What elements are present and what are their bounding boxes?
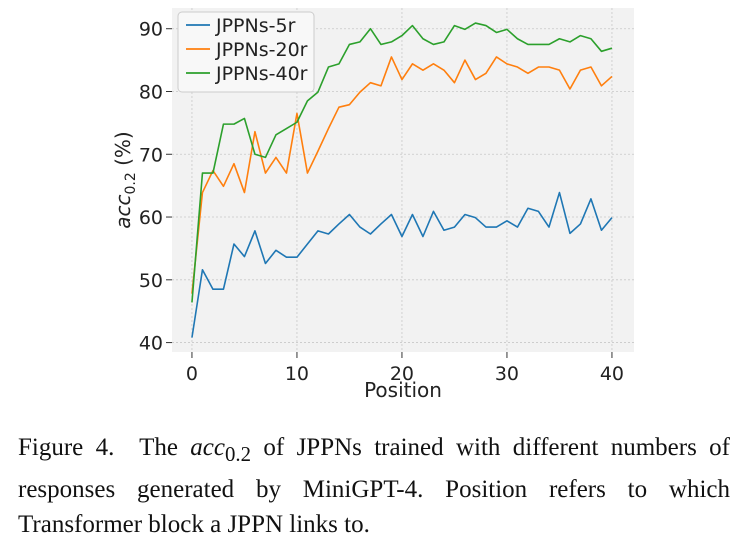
series-line-jppns-5r (191, 191, 613, 338)
caption-metric-subscript: 0.2 (225, 442, 252, 466)
caption-text-post: of JPPNs trained with different numbers … (18, 434, 731, 538)
caption-metric: acc (190, 434, 225, 461)
line-chart: 0 10 20 30 40 40 50 60 70 80 90 Position acc0.2 (%… (111, 8, 634, 402)
series-layer (191, 22, 613, 338)
y-tick-label: 40 (139, 333, 163, 355)
x-tick-label: 10 (285, 363, 309, 385)
x-tick-label: 0 (186, 363, 198, 385)
y-tick-label: 80 (139, 81, 163, 103)
y-tick-label: 90 (139, 19, 163, 41)
y-tick-label: 50 (139, 270, 163, 292)
series-line-jppns-20r (191, 56, 613, 294)
legend-label-jppns-20r: JPPNs-20r (215, 39, 308, 61)
caption-text-pre: The (139, 434, 191, 461)
legend-label-jppns-40r: JPPNs-40r (215, 63, 308, 85)
y-tick-label: 70 (139, 144, 163, 166)
x-tick-label: 40 (600, 363, 624, 385)
x-tick-label: 20 (390, 363, 414, 385)
legend-box (177, 11, 315, 93)
series-line-jppns-40r (191, 22, 613, 303)
legend-label-jppns-5r: JPPNs-5r (215, 15, 296, 37)
figure-label: Figure 4. (18, 434, 115, 461)
axis-ticks: 0 10 20 30 40 40 50 60 70 80 90 (139, 19, 624, 385)
y-tick-label: 60 (139, 207, 163, 229)
y-axis-title-suffix: (%) (111, 131, 135, 172)
x-tick-label: 30 (495, 363, 519, 385)
x-axis-title: Position (364, 378, 442, 402)
y-axis-title: acc0.2 (%) (111, 131, 139, 228)
y-axis-title-subscript: 0.2 (123, 172, 139, 194)
figure-caption: Figure 4. The acc0.2 of JPPNs trained wi… (18, 430, 730, 542)
y-axis-title-main: acc (111, 194, 135, 228)
